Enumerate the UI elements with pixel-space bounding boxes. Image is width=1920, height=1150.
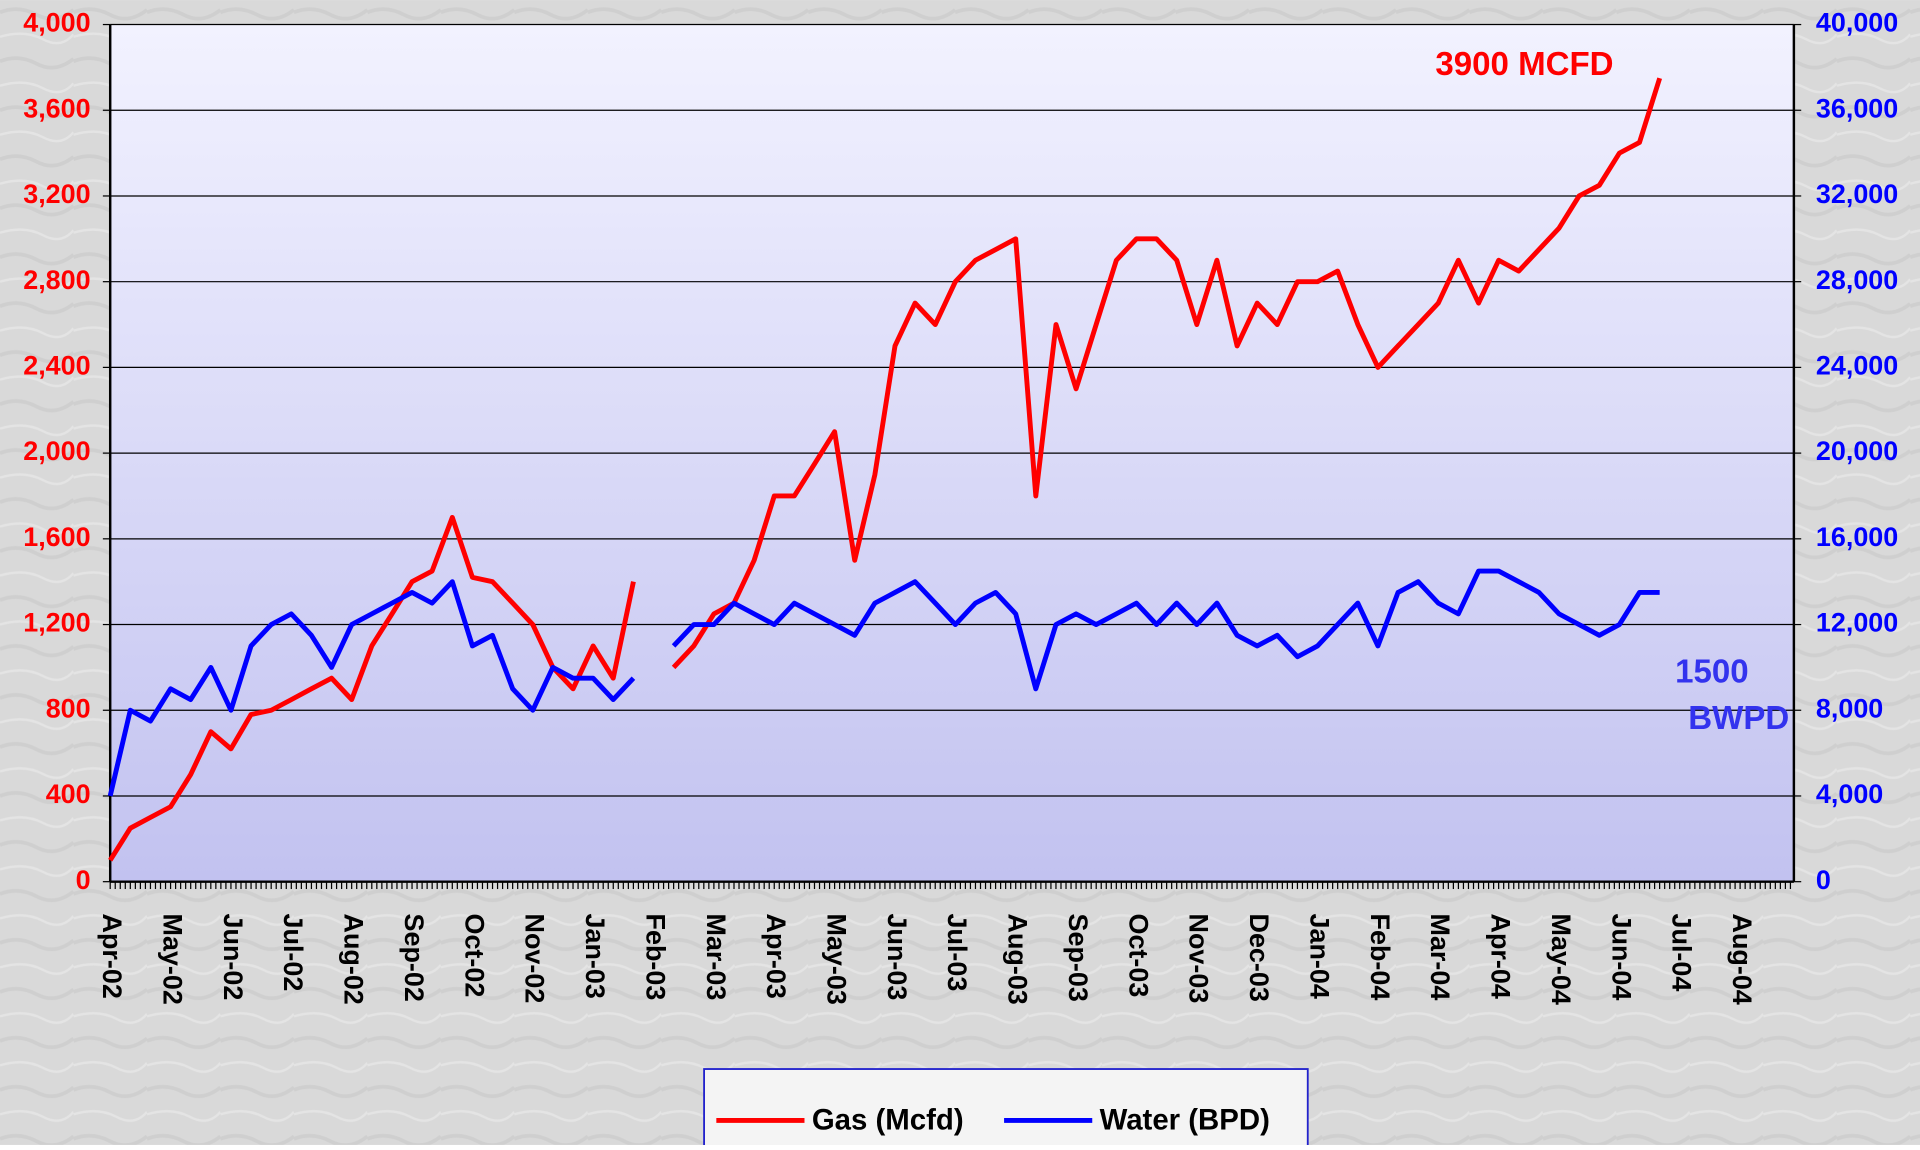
annotation: 1500 <box>1675 653 1749 690</box>
x-tick-label: Nov-02 <box>520 914 550 1004</box>
x-tick-label: Apr-03 <box>761 914 791 999</box>
x-tick-label: Aug-02 <box>339 914 369 1005</box>
legend-label: Water (BPD) <box>1100 1103 1270 1136</box>
y-tick-label: 3,600 <box>23 93 90 123</box>
y-tick-label: 1,600 <box>23 522 90 552</box>
x-tick-label: Jun-04 <box>1606 914 1636 1001</box>
y2-tick-label: 8,000 <box>1816 693 1883 723</box>
y-tick-label: 4,000 <box>23 8 90 38</box>
y-tick-label: 3,200 <box>23 179 90 209</box>
x-tick-label: Dec-03 <box>1244 914 1274 1002</box>
x-tick-label: Oct-03 <box>1123 914 1153 998</box>
x-tick-label: Jul-03 <box>942 914 972 992</box>
y2-tick-label: 40,000 <box>1816 8 1898 38</box>
y2-tick-label: 20,000 <box>1816 436 1898 466</box>
legend-box <box>703 1068 1309 1150</box>
x-tick-label: Mar-04 <box>1425 914 1455 1001</box>
annotation: 3900 MCFD <box>1435 46 1613 83</box>
y2-tick-label: 36,000 <box>1816 93 1898 123</box>
x-tick-label: Jun-02 <box>218 914 248 1001</box>
x-tick-label: Aug-04 <box>1727 914 1757 1005</box>
y-tick-label: 2,000 <box>23 436 90 466</box>
x-tick-label: May-03 <box>822 914 852 1005</box>
y-tick-label: 400 <box>46 779 91 809</box>
annotation: BWPD <box>1688 700 1789 737</box>
y2-tick-label: 12,000 <box>1816 608 1898 638</box>
x-tick-label: Oct-02 <box>459 914 489 998</box>
y2-tick-label: 4,000 <box>1816 779 1883 809</box>
y-tick-label: 2,400 <box>23 351 90 381</box>
x-tick-label: Apr-02 <box>97 914 127 999</box>
x-tick-label: Feb-03 <box>640 914 670 1001</box>
x-tick-label: May-04 <box>1546 914 1576 1005</box>
legend: Gas (Mcfd) Water (BPD) <box>703 1068 1309 1150</box>
y-tick-label: 0 <box>76 865 91 895</box>
x-tick-label: Aug-03 <box>1003 914 1033 1005</box>
y-tick-label: 2,800 <box>23 265 90 295</box>
x-tick-label: Nov-03 <box>1184 914 1214 1004</box>
x-tick-label: Jan-04 <box>1304 914 1334 999</box>
legend-label: Gas (Mcfd) <box>812 1103 964 1136</box>
y-tick-label: 1,200 <box>23 608 90 638</box>
data-line <box>671 77 1663 670</box>
x-tick-label: Feb-04 <box>1365 914 1395 1001</box>
x-tick-label: Apr-04 <box>1486 914 1516 999</box>
x-tick-label: May-02 <box>157 914 187 1005</box>
data-line <box>671 568 1660 692</box>
y2-tick-label: 28,000 <box>1816 265 1898 295</box>
x-tick-label: Jul-02 <box>278 914 308 992</box>
x-tick-label: Jun-03 <box>882 914 912 1001</box>
data-line <box>108 514 636 862</box>
x-tick-label: Jul-04 <box>1667 914 1697 992</box>
y2-tick-label: 0 <box>1816 865 1831 895</box>
y2-tick-label: 16,000 <box>1816 522 1898 552</box>
x-tick-label: Jan-03 <box>580 914 610 999</box>
x-tick-label: Sep-03 <box>1063 914 1093 1002</box>
x-tick-label: Sep-02 <box>399 914 429 1002</box>
x-tick-label: Mar-03 <box>701 914 731 1001</box>
y2-tick-label: 32,000 <box>1816 179 1898 209</box>
data-line <box>107 579 636 797</box>
y-tick-label: 800 <box>46 693 91 723</box>
y2-tick-label: 24,000 <box>1816 351 1898 381</box>
